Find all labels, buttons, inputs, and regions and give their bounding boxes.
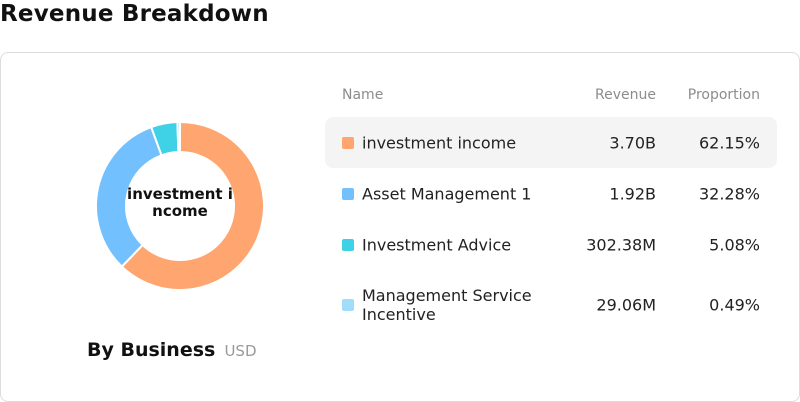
table-row[interactable]: Management Service Incentive 29.06M 0.49… [325, 270, 777, 340]
donut-chart [95, 120, 265, 291]
row-proportion: 5.08% [709, 235, 760, 254]
chart-caption-title: By Business [87, 339, 216, 361]
header-proportion: Proportion [687, 87, 760, 103]
row-revenue: 1.92B [609, 184, 656, 203]
row-revenue: 29.06M [596, 295, 656, 315]
row-name: Management Service Incentive [362, 286, 532, 324]
row-proportion: 62.15% [698, 133, 760, 152]
donut-slice-investment-income[interactable] [120, 120, 265, 291]
legend-swatch [342, 136, 354, 149]
legend-swatch [342, 187, 354, 200]
chart-caption-unit: USD [224, 342, 257, 360]
row-name: investment income [362, 133, 517, 152]
row-proportion: 0.49% [709, 295, 760, 315]
row-proportion: 32.28% [698, 184, 760, 203]
donut-chart-area: investment income By Business USD [1, 53, 361, 401]
page-title: Revenue Breakdown [0, 1, 269, 27]
table-row[interactable]: Investment Advice 302.38M 5.08% [325, 219, 777, 270]
row-name: Asset Management 1 [362, 184, 532, 203]
breakdown-table: Name Revenue Proportion investment incom… [325, 83, 777, 340]
table-header: Name Revenue Proportion [325, 83, 777, 109]
table-row[interactable]: investment income 3.70B 62.15% [325, 117, 777, 168]
row-name: Investment Advice [362, 235, 512, 254]
revenue-card: investment income By Business USD Name R… [0, 52, 800, 402]
chart-caption: By Business USD [87, 339, 257, 361]
legend-swatch [342, 238, 354, 251]
row-revenue: 302.38M [586, 235, 656, 254]
header-revenue: Revenue [595, 87, 656, 103]
header-name: Name [342, 87, 384, 103]
donut-center-label: investment income [127, 185, 233, 220]
donut-slice-management-service-incentive[interactable] [176, 120, 181, 154]
row-revenue: 3.70B [609, 133, 656, 152]
donut-slice-asset-management-1[interactable] [95, 125, 163, 269]
table-row[interactable]: Asset Management 1 1.92B 32.28% [325, 168, 777, 219]
legend-swatch [342, 299, 354, 311]
